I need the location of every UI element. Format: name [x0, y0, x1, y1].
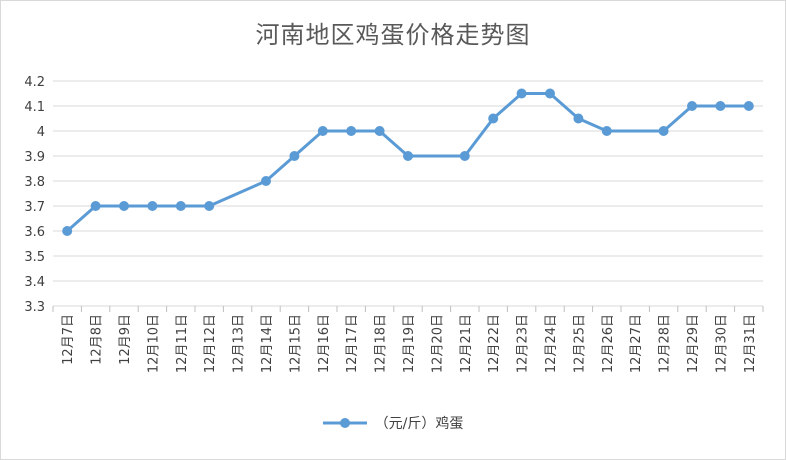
data-point [743, 101, 754, 111]
x-tick-label: 12月23日 [516, 314, 531, 373]
legend: （元/斤）鸡蛋 [1, 413, 785, 433]
data-point [261, 176, 271, 186]
data-point [90, 201, 101, 211]
data-point [374, 126, 385, 136]
y-tick-label: 3.6 [24, 225, 45, 240]
data-point [601, 126, 612, 136]
x-tick-label: 12月16日 [317, 314, 332, 373]
data-point [147, 201, 158, 211]
data-point [516, 88, 527, 99]
data-point [658, 126, 669, 136]
data-point [687, 101, 697, 111]
x-tick-label: 12月31日 [743, 314, 758, 373]
x-tick-label: 12月8日 [90, 314, 105, 365]
data-point [62, 226, 73, 236]
data-point [289, 151, 300, 161]
x-tick-label: 12月30日 [714, 314, 729, 373]
y-tick-label: 4.2 [24, 75, 45, 90]
x-tick-label: 12月21日 [459, 314, 474, 373]
x-tick-label: 12月9日 [118, 314, 133, 365]
data-point [573, 113, 584, 124]
data-point [346, 126, 357, 136]
data-point [175, 201, 186, 211]
y-tick-label: 4.1 [24, 100, 45, 115]
plot-area: 3.3 3.4 3.5 3.6 3.7 3.8 3.9 4 4.1 4.2 12月7日 12月8日 12… [24, 75, 764, 373]
x-tick-label: 12月13日 [232, 314, 247, 373]
data-point [715, 101, 726, 111]
data-point [403, 151, 413, 161]
x-tick-label: 12月25日 [572, 314, 587, 373]
y-tick-label: 3.5 [24, 250, 45, 265]
x-tick-label: 12月20日 [430, 314, 445, 373]
x-tick-label: 12月10日 [146, 314, 161, 373]
x-tick-label: 12月7日 [61, 314, 76, 365]
y-tick-label: 3.7 [24, 200, 45, 215]
legend-label: （元/斤）鸡蛋 [374, 416, 464, 432]
data-point [317, 126, 328, 136]
x-tick-label: 12月27日 [629, 314, 644, 373]
x-tick-label: 12月14日 [260, 314, 275, 373]
x-tick-label: 12月11日 [175, 314, 190, 373]
x-tick-label: 12月28日 [658, 314, 673, 373]
chart-title: 河南地区鸡蛋价格走势图 [255, 21, 531, 49]
legend-line-marker [322, 418, 367, 428]
x-tick-label: 12月24日 [544, 314, 559, 373]
x-tick-label: 12月26日 [601, 314, 616, 373]
data-point [488, 113, 499, 124]
data-point [119, 201, 129, 211]
y-tick-label: 3.9 [24, 150, 45, 165]
data-point [204, 201, 215, 211]
x-tick-label: 12月12日 [203, 314, 218, 373]
x-tick-label: 12月17日 [345, 314, 360, 373]
x-tick-label: 12月15日 [288, 314, 303, 373]
x-tick-label: 12月18日 [374, 314, 389, 373]
y-tick-label: 3.8 [24, 175, 45, 190]
y-tick-label: 3.4 [24, 275, 45, 290]
y-tick-label: 3.3 [24, 300, 45, 315]
series-line [66, 92, 749, 233]
x-tick-label: 12月29日 [686, 314, 701, 373]
data-point [545, 88, 555, 99]
y-tick-label: 4 [37, 125, 45, 140]
x-tick-label: 12月19日 [402, 314, 417, 373]
data-point [459, 151, 470, 161]
x-tick-label: 12月22日 [487, 314, 502, 373]
